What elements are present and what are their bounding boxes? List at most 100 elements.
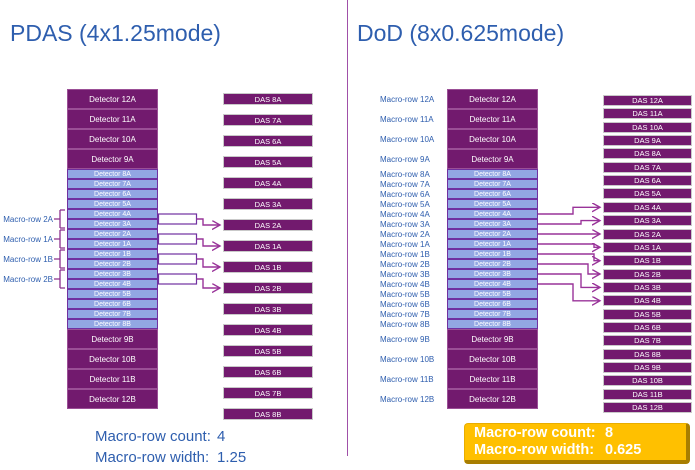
- detector-row: Detector 10A: [447, 129, 538, 149]
- macro-row-label: Macro-row 2A: [3, 214, 53, 224]
- das-box: DAS 4A: [603, 201, 692, 213]
- macro-row-label: Macro-row 5A: [380, 199, 430, 209]
- detector-row: Detector 12B: [447, 389, 538, 409]
- macro-row-label: Macro-row 1B: [380, 249, 430, 259]
- macro-row-merge-rect: [157, 213, 198, 225]
- detector-row: Detector 9A: [447, 149, 538, 169]
- das-box: DAS 11B: [603, 388, 692, 400]
- macro-row-count-label: Macro-row count:: [474, 425, 596, 441]
- detector-row: Detector 3B: [447, 269, 538, 279]
- das-box: DAS 7B: [223, 387, 313, 399]
- detector-row: Detector 11B: [447, 369, 538, 389]
- detector-row: Detector 10A: [67, 129, 158, 149]
- detector-row: Detector 1A: [447, 239, 538, 249]
- detector-row: Detector 12A: [67, 89, 158, 109]
- das-box: DAS 6B: [603, 321, 692, 333]
- connector-line: [538, 244, 600, 247]
- detector-row: Detector 3A: [67, 219, 158, 229]
- detector-row: Detector 6B: [447, 299, 538, 309]
- connector-line: [196, 238, 221, 246]
- macro-row-label: Macro-row 10A: [380, 134, 435, 144]
- detector-row: Detector 2B: [67, 259, 158, 269]
- macro-row-count-value: 8: [605, 425, 614, 441]
- macro-row-bracket: [54, 229, 65, 249]
- detector-row: Detector 1A: [67, 239, 158, 249]
- das-box: DAS 8B: [603, 348, 692, 360]
- macro-row-width-value: 1.25: [217, 449, 247, 466]
- connector-line: [538, 273, 600, 287]
- macro-row-label: Macro-row 7A: [380, 179, 430, 189]
- das-box: DAS 1B: [223, 261, 313, 273]
- macro-row-label: Macro-row 2B: [3, 274, 53, 284]
- macro-row-label: Macro-row 8A: [380, 169, 430, 179]
- detector-row: Detector 4B: [67, 279, 158, 289]
- macro-row-label: Macro-row 1A: [380, 239, 430, 249]
- das-box: DAS 6A: [603, 175, 692, 187]
- detector-row: Detector 10B: [67, 349, 158, 369]
- macro-row-width-label: Macro-row width:: [95, 449, 210, 466]
- das-box: DAS 11A: [603, 108, 692, 120]
- das-box: DAS 7A: [603, 161, 692, 173]
- detector-row: Detector 8A: [67, 169, 158, 179]
- das-box: DAS 4A: [223, 177, 313, 189]
- detector-row: Detector 7A: [447, 179, 538, 189]
- detector-row: Detector 12A: [447, 89, 538, 109]
- das-box: DAS 6B: [223, 366, 313, 378]
- detector-row: Detector 6A: [67, 189, 158, 199]
- das-box: DAS 4B: [603, 295, 692, 307]
- detector-row: Detector 5B: [447, 289, 538, 299]
- detector-row: Detector 4B: [447, 279, 538, 289]
- pdas-stats-width-row: Macro-row width: 1.25: [95, 447, 246, 468]
- detector-row: Detector 7B: [447, 309, 538, 319]
- macro-row-label: Macro-row 11A: [380, 114, 434, 124]
- das-box: DAS 3A: [223, 198, 313, 210]
- macro-row-label: Macro-row 1A: [3, 234, 53, 244]
- macro-row-label: Macro-row 2A: [380, 229, 430, 239]
- das-box: DAS 5B: [223, 345, 313, 357]
- macro-row-label: Macro-row 1B: [3, 254, 53, 264]
- dod-stats-count-row: Macro-row count: 8: [474, 425, 686, 442]
- connector-line: [196, 278, 221, 288]
- macro-row-label: Macro-row 10B: [380, 354, 435, 364]
- macro-row-merge-rect: [157, 253, 198, 265]
- macro-row-bracket: [54, 269, 65, 289]
- macro-row-label: Macro-row 3A: [380, 219, 430, 229]
- macro-row-label: Macro-row 12B: [380, 394, 435, 404]
- macro-row-label: Macro-row 4A: [380, 209, 430, 219]
- das-box: DAS 12B: [603, 402, 692, 414]
- detector-row: Detector 6A: [447, 189, 538, 199]
- macro-row-label: Macro-row 4B: [380, 279, 430, 289]
- das-box: DAS 7A: [223, 114, 313, 126]
- detector-row: Detector 9B: [447, 329, 538, 349]
- macro-row-bracket: [54, 209, 65, 229]
- detector-row: Detector 2A: [447, 229, 538, 239]
- detector-row: Detector 8A: [447, 169, 538, 179]
- dod-title: DoD (8x0.625mode): [357, 20, 565, 46]
- das-box: DAS 6A: [223, 135, 313, 147]
- pdas-title: PDAS (4x1.25mode): [10, 20, 221, 46]
- detector-row: Detector 9A: [67, 149, 158, 169]
- connector-line: [538, 221, 600, 224]
- macro-row-bracket: [54, 249, 65, 269]
- connector-line: [538, 253, 600, 261]
- das-box: DAS 5A: [223, 156, 313, 168]
- macro-row-label: Macro-row 6B: [380, 299, 430, 309]
- das-box: DAS 8B: [223, 408, 313, 420]
- pdas-stats-count-row: Macro-row count: 4: [95, 426, 246, 447]
- das-box: DAS 8A: [223, 93, 313, 105]
- macro-row-width-label: Macro-row width:: [474, 442, 595, 458]
- detector-row: Detector 2A: [67, 229, 158, 239]
- dod-stats-width-row: Macro-row width: 0.625: [474, 442, 686, 459]
- detector-row: Detector 11B: [67, 369, 158, 389]
- das-box: DAS 3B: [223, 303, 313, 315]
- macro-row-count-value: 4: [217, 428, 226, 445]
- detector-row: Detector 5B: [67, 289, 158, 299]
- detector-row: Detector 1B: [447, 249, 538, 259]
- macro-row-label: Macro-row 12A: [380, 94, 435, 104]
- macro-row-label: Macro-row 7B: [380, 309, 430, 319]
- detector-row: Detector 4A: [67, 209, 158, 219]
- detector-row: Detector 2B: [447, 259, 538, 269]
- detector-row: Detector 12B: [67, 389, 158, 409]
- panel-divider: [347, 0, 348, 456]
